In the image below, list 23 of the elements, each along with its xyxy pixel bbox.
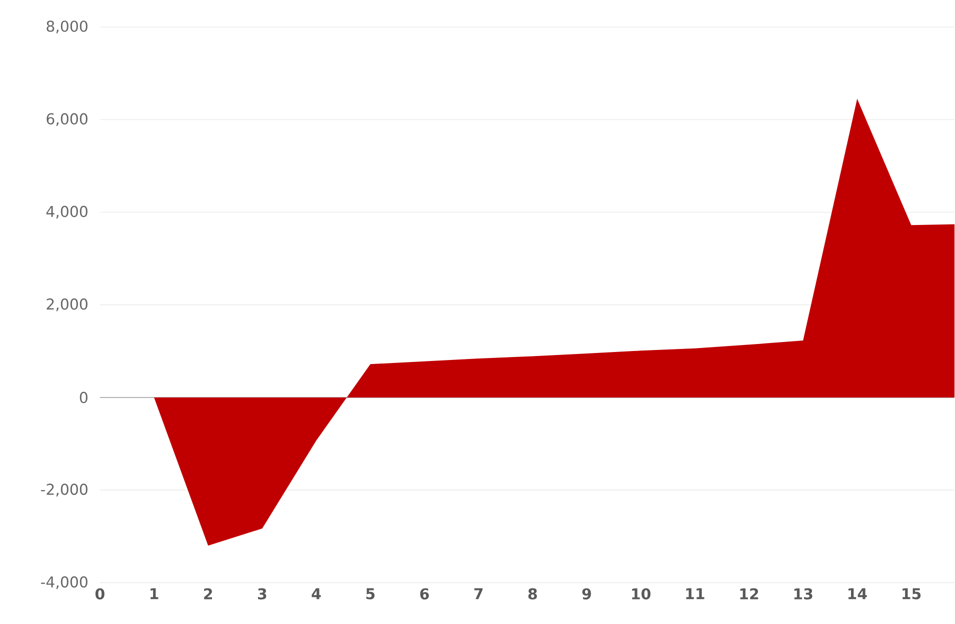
x-tick-label: 5 — [366, 588, 375, 600]
x-tick-label: 6 — [420, 588, 429, 600]
x-tick-label: 7 — [474, 588, 483, 600]
x-tick-label: 13 — [794, 588, 812, 600]
x-tick-label: 3 — [258, 588, 266, 600]
x-tick-label: 10 — [632, 588, 650, 600]
x-tick-label: 12 — [740, 588, 758, 600]
x-tick-label: 8 — [528, 588, 537, 600]
y-tick-label: -2,000 — [41, 484, 88, 497]
x-tick-label: 9 — [582, 588, 591, 600]
y-tick-label: 8,000 — [46, 20, 88, 34]
y-tick-label: 6,000 — [46, 113, 88, 126]
x-tick-label: 2 — [204, 588, 212, 600]
x-tick-label: 15 — [902, 588, 921, 600]
y-tick-label: -4,000 — [41, 576, 88, 590]
y-tick-label: 2,000 — [46, 298, 88, 312]
x-tick-label: 1 — [150, 588, 158, 600]
x-tick-label: 0 — [95, 588, 104, 600]
x-tick-label: 14 — [848, 588, 867, 600]
y-tick-label: 4,000 — [46, 206, 88, 219]
x-tick-label: 4 — [312, 588, 321, 600]
x-tick-label: 11 — [686, 588, 704, 600]
y-tick-label: 0 — [80, 392, 88, 404]
